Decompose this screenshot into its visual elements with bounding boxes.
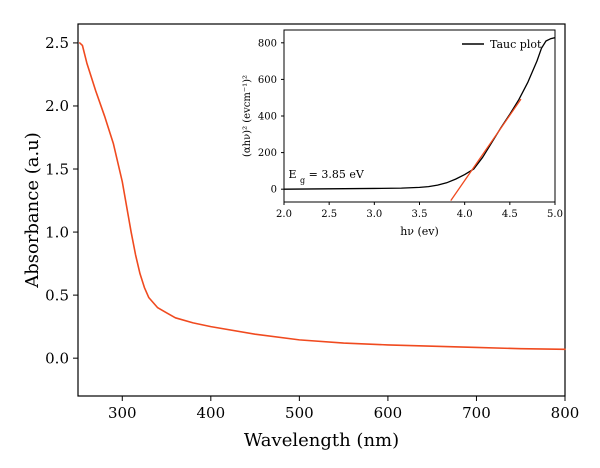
band-gap-annotation-main: E xyxy=(289,168,297,181)
main-x-tick-label: 300 xyxy=(108,404,137,422)
inset-x-tick-label: 2.5 xyxy=(321,209,337,220)
main-x-axis-label: Wavelength (nm) xyxy=(244,430,399,451)
inset-series-layer xyxy=(284,37,555,201)
main-y-tick-label: 0.0 xyxy=(45,349,69,367)
inset-plot: 2.0 2.5 3.0 3.5 4.0 4.5 5.0 0 200 400 600 800 hν (e… xyxy=(242,28,563,238)
main-x-tick-label: 800 xyxy=(551,404,580,422)
inset-plot-background xyxy=(282,28,557,204)
main-y-tick-label: 2.5 xyxy=(45,34,69,52)
main-y-tick-label: 1.5 xyxy=(45,160,69,178)
inset-axis-ticks: 2.0 2.5 3.0 3.5 4.0 4.5 5.0 0 200 400 600 800 xyxy=(258,38,563,220)
main-x-tick-label: 700 xyxy=(462,404,491,422)
inset-x-tick-label: 5.0 xyxy=(547,209,563,220)
main-x-tick-label: 600 xyxy=(374,404,403,422)
inset-x-tick-label: 4.0 xyxy=(457,209,473,220)
inset-y-tick-label: 400 xyxy=(258,112,277,123)
band-gap-annotation-rest: = 3.85 eV xyxy=(309,168,365,181)
main-x-tick-label: 500 xyxy=(285,404,314,422)
legend-label-tauc-plot: Tauc plot xyxy=(490,38,542,51)
inset-y-tick-label: 0 xyxy=(271,185,277,196)
inset-x-tick-label: 4.5 xyxy=(502,209,518,220)
main-y-tick-label: 1.0 xyxy=(45,223,69,241)
main-axis-ticks: 300 400 500 600 700 800 0.0 0.5 1.0 1.5 2.0 2.5 xyxy=(45,34,579,422)
main-series-line-0 xyxy=(78,42,566,351)
inset-series-line-0 xyxy=(284,37,555,190)
main-y-tick-label: 2.0 xyxy=(45,97,69,115)
inset-y-tick-label: 800 xyxy=(258,38,277,49)
main-x-tick-label: 400 xyxy=(196,404,225,422)
inset-x-tick-label: 3.0 xyxy=(366,209,382,220)
inset-legend: Tauc plot xyxy=(462,38,542,51)
inset-y-tick-label: 200 xyxy=(258,148,277,159)
main-series-layer xyxy=(78,42,566,351)
band-gap-annotation-sub: g xyxy=(300,176,305,185)
inset-x-tick-label: 3.5 xyxy=(412,209,428,220)
main-plot: 300 400 500 600 700 800 0.0 0.5 1.0 1.5 2.0 2.5 Wav… xyxy=(22,23,579,451)
band-gap-annotation: E g = 3.85 eV xyxy=(289,168,365,185)
main-plot-frame xyxy=(77,23,566,397)
main-y-tick-label: 0.5 xyxy=(45,286,69,304)
inset-y-axis-label: (αhν)² (evcm⁻¹)² xyxy=(242,75,253,157)
inset-series-line-1 xyxy=(450,98,522,201)
inset-x-axis-label: hν (ev) xyxy=(400,225,439,238)
main-y-axis-label: Absorbance (a.u) xyxy=(22,132,43,289)
inset-x-tick-label: 2.0 xyxy=(276,209,292,220)
inset-y-tick-label: 600 xyxy=(258,75,277,86)
